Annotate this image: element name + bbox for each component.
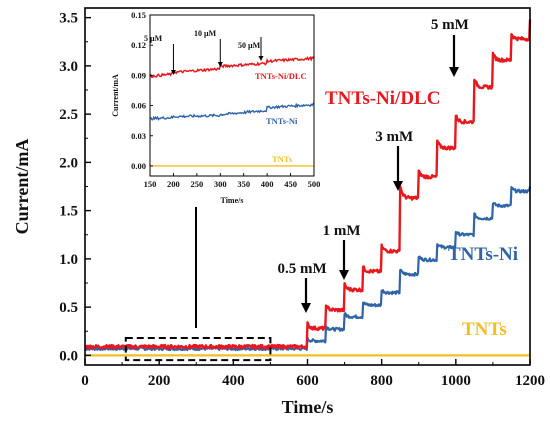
inset-annotation-arrowhead [217, 62, 223, 67]
x-tick-label: 1200 [515, 373, 545, 389]
inset-series-label-tnts: TNTs [272, 154, 293, 164]
inset-x-tick-label: 200 [167, 179, 180, 189]
inset-y-tick-label: 0.06 [131, 101, 146, 111]
y-tick-label: 3.5 [59, 11, 78, 27]
inset-x-tick-label: 350 [237, 179, 250, 189]
annotation-arrowhead [301, 303, 311, 313]
inset-y-axis-title: Current/mA [111, 74, 120, 117]
x-axis-title: Time/s [282, 397, 334, 417]
inset-annotation-label: 50 µM [238, 41, 261, 50]
y-tick-label: 1.0 [59, 252, 78, 268]
x-tick-label: 600 [296, 373, 319, 389]
inset-x-tick-label: 250 [190, 179, 203, 189]
inset-y-tick-label: 0.12 [131, 40, 146, 50]
x-tick-label: 1000 [441, 373, 471, 389]
inset-x-tick-label: 450 [284, 179, 297, 189]
inset-frame [149, 14, 315, 177]
x-tick-label: 200 [148, 373, 171, 389]
y-tick-label: 2.5 [59, 107, 78, 123]
inset-annotation-label: 5 µM [144, 34, 163, 43]
x-tick-label: 0 [81, 373, 89, 389]
annotation-label: 3 mM [375, 129, 413, 145]
series-label-tnts-ni: TNTs-Ni [448, 244, 518, 265]
y-axis-title: Current/mA [12, 139, 32, 235]
inset-annotation-arrowhead [258, 56, 264, 61]
inset-background [103, 9, 325, 207]
x-tick-label: 400 [222, 373, 245, 389]
inset-y-tick-label: 0.00 [131, 161, 146, 171]
inset-series-tnts-ni-dlc-line [149, 55, 315, 79]
inset-x-tick-label: 150 [144, 179, 157, 189]
zoom-region-box [124, 336, 272, 362]
annotation-arrowhead [449, 67, 459, 77]
inset-x-axis-title: Time/s [221, 196, 244, 205]
inset-y-tick-label: 0.09 [131, 70, 146, 80]
series-label-tnts: TNTs [462, 319, 507, 340]
x-tick-label: 800 [370, 373, 393, 389]
inset-y-tick-label: 0.15 [131, 10, 146, 20]
series-label-tnts-ni-dlc: TNTs-Ni/DLC [325, 88, 440, 109]
inset-series-label-tnts-ni-dlc: TNTs-Ni/DLC [255, 71, 307, 81]
inset-y-tick-label: 0.03 [131, 131, 146, 141]
inset-x-tick-label: 300 [214, 179, 227, 189]
series-tnts-ni-dlc-line [84, 19, 532, 350]
y-tick-label: 2.0 [59, 155, 78, 171]
annotation-arrowhead [339, 270, 349, 280]
inset-x-tick-label: 400 [261, 179, 274, 189]
inset-series-tnts-ni-line [149, 102, 315, 121]
y-tick-label: 1.5 [59, 204, 78, 220]
annotation-label: 0.5 mM [278, 261, 327, 277]
inset-x-tick-label: 500 [308, 179, 321, 189]
inset-annotation-label: 10 µM [194, 29, 217, 38]
annotation-label: 5 mM [431, 17, 469, 33]
annotation-label: 1 mM [323, 223, 361, 239]
y-tick-label: 0.5 [59, 300, 78, 316]
annotation-arrowhead [393, 181, 403, 191]
y-tick-label: 0.0 [59, 348, 78, 364]
inset-annotation-arrowhead [170, 70, 176, 75]
y-tick-label: 3.0 [59, 59, 78, 75]
inset-series-label-tnts-ni: TNTs-Ni [266, 116, 298, 126]
